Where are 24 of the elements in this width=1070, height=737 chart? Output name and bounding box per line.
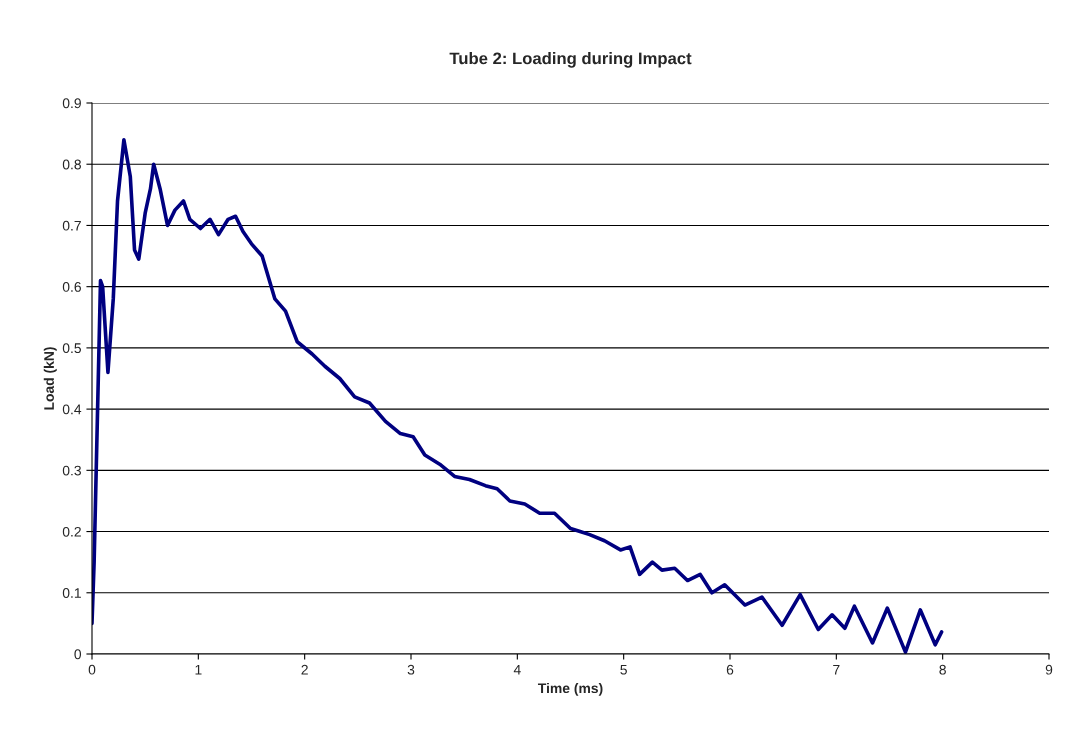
y-tick-label: 0.6 [62, 282, 81, 292]
y-tick-label: 0.9 [62, 98, 81, 109]
x-tick-label: 8 [939, 664, 946, 675]
x-tick-label: 6 [726, 664, 734, 675]
y-tick-label: 0.7 [62, 220, 81, 231]
y-tick-label: 0.2 [62, 526, 81, 537]
chart-title: Tube 2: Loading during Impact [449, 52, 692, 68]
x-tick-label: 1 [195, 664, 202, 675]
x-tick-label: 5 [620, 664, 627, 675]
y-tick-label: 0 [74, 649, 82, 660]
x-tick-label: 0 [88, 664, 96, 675]
y-tick-label: 0.1 [62, 588, 81, 598]
y-tick-label: 0.3 [62, 465, 81, 476]
line-series [92, 137, 944, 654]
x-tick-label: 7 [833, 664, 840, 675]
x-axis-title: Time (ms) [537, 682, 603, 696]
x-tick-label: 2 [301, 664, 308, 675]
y-tick-label: 0.8 [62, 159, 81, 170]
y-tick-label: 0.4 [62, 404, 82, 415]
x-tick-label: 3 [407, 664, 415, 675]
y-tick-label: 0.5 [62, 343, 81, 354]
y-axis-title: Load (kN) [43, 347, 57, 410]
x-tick-label: 9 [1045, 664, 1053, 675]
x-tick-label: 4 [513, 664, 521, 675]
